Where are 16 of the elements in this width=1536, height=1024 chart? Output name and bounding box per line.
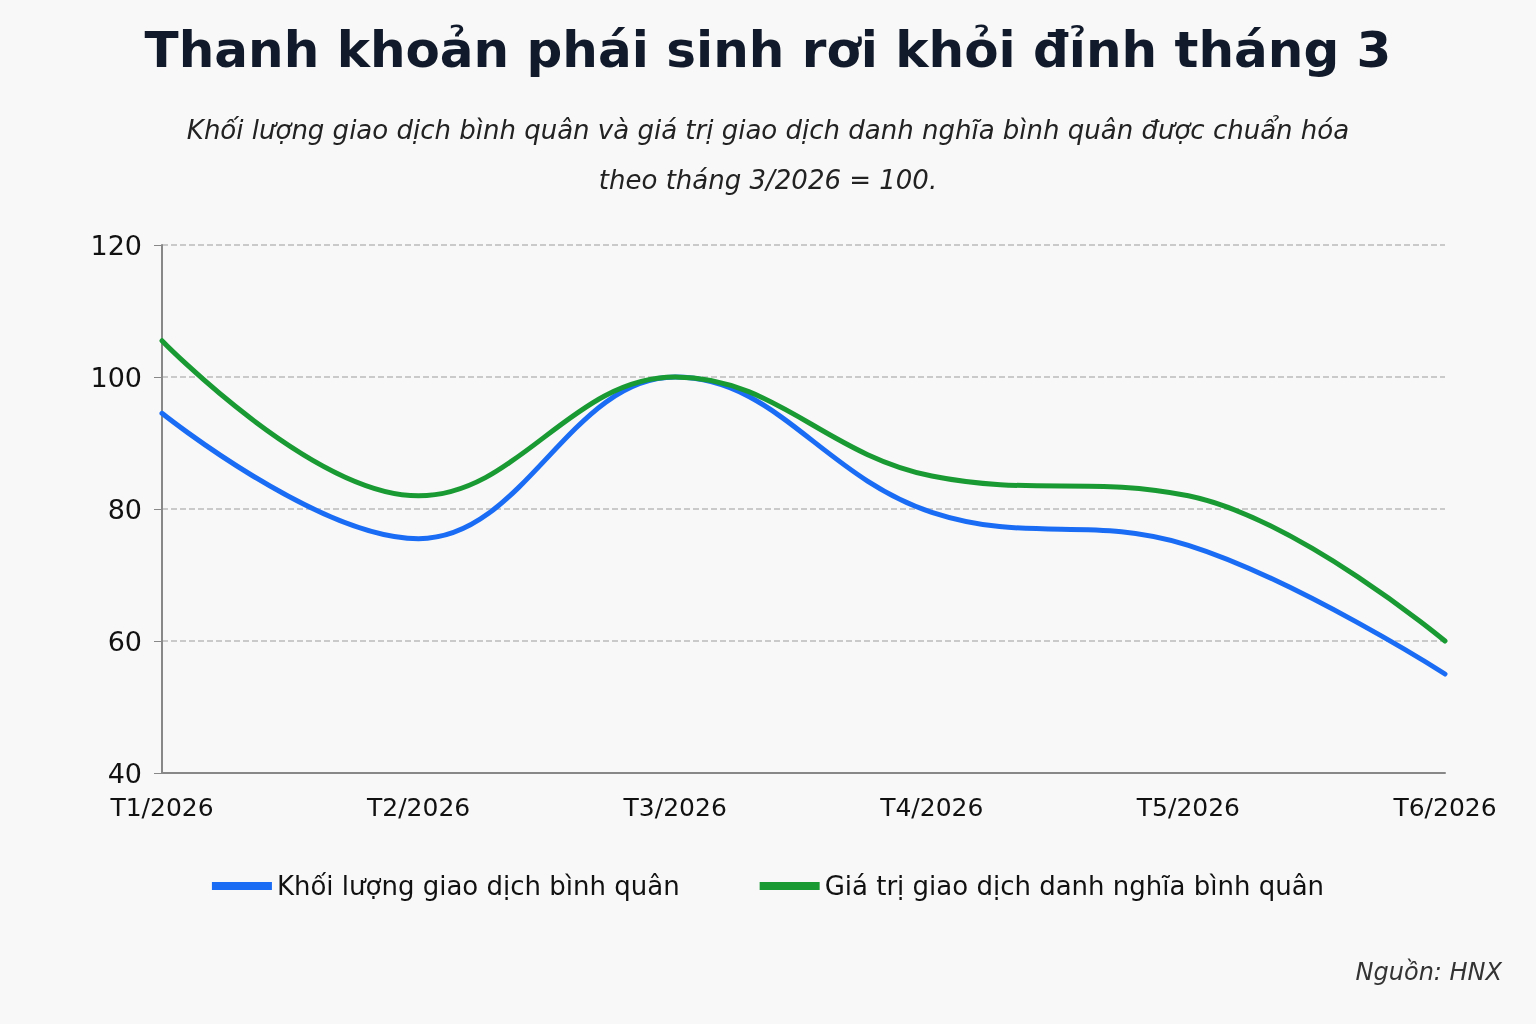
y-tick-label: 60 <box>107 625 142 657</box>
y-tick-label: 80 <box>107 493 142 525</box>
chart-title: Thanh khoản phái sinh rơi khỏi đỉnh tháng 3 <box>144 21 1392 79</box>
y-tick-label: 120 <box>90 229 142 261</box>
text: Nguồn: HNX <box>1355 958 1503 986</box>
y-tick-label: 40 <box>107 757 142 789</box>
chart-subtitle: Khối lượng giao dịch bình quân và giá trị giao dịch danh nghĩa bình quân được chuẩn hóa theo tháng 3/2026 = 100. <box>186 115 1350 195</box>
x-tick-label: T6/2026 <box>1392 793 1497 822</box>
x-tick-label: T1/2026 <box>109 793 214 822</box>
legend-label: Giá trị giao dịch danh nghĩa bình quân <box>824 871 1325 901</box>
x-tick-label: T2/2026 <box>365 793 471 822</box>
x-tick-label: T3/2026 <box>622 793 727 822</box>
legend-label: Khối lượng giao dịch bình quân <box>276 871 680 901</box>
y-tick-label: 100 <box>90 361 142 393</box>
x-tick-label: T5/2026 <box>1135 793 1241 822</box>
x-tick-label: T4/2026 <box>879 793 984 822</box>
